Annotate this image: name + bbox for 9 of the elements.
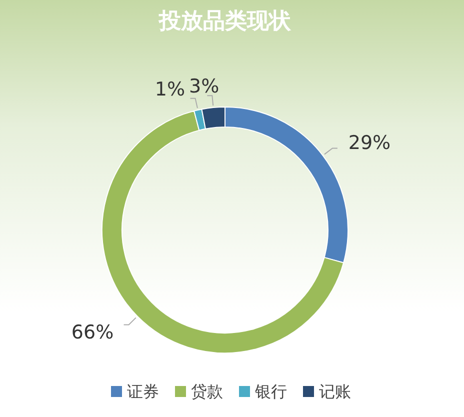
legend-label: 银行	[254, 382, 287, 401]
data-label: 29%	[348, 132, 391, 154]
data-label: 66%	[71, 322, 114, 344]
data-label: 1%	[154, 78, 186, 101]
legend-label: 贷款	[191, 382, 223, 401]
legend-label: 记账	[319, 382, 351, 401]
data-label: 3%	[189, 76, 220, 98]
legend-label: 证券	[127, 382, 159, 401]
chart-title: 投放品类现状	[158, 9, 292, 34]
